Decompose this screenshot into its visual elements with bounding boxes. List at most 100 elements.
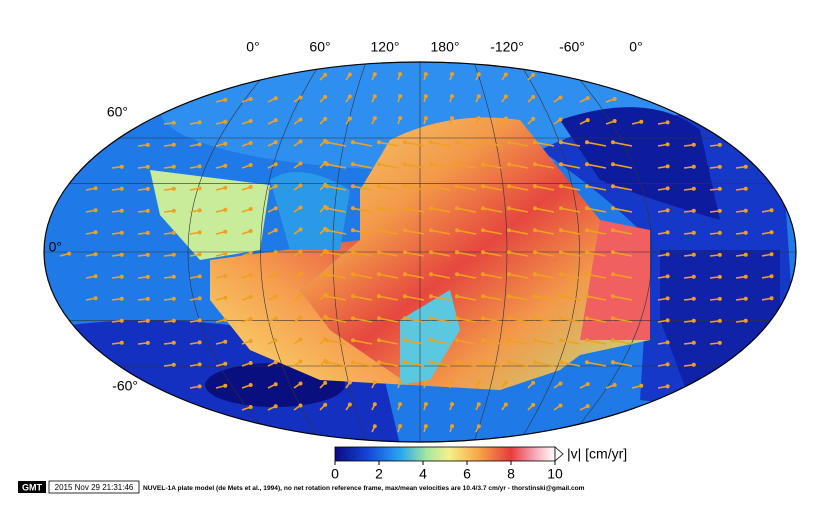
arrow-head <box>93 230 98 235</box>
arrow-head <box>298 117 303 122</box>
arrow-head <box>476 380 481 385</box>
arrow-head <box>350 140 355 145</box>
arrow-head <box>506 184 511 189</box>
arrow <box>482 339 503 345</box>
arrow-head <box>398 116 403 121</box>
arrow <box>456 295 477 301</box>
arrow <box>430 141 451 147</box>
arrow-head <box>197 120 202 125</box>
arrow <box>560 185 581 191</box>
arrow-head <box>171 296 176 301</box>
arrow-head <box>532 162 537 167</box>
arrow-head <box>454 228 459 233</box>
arrow-head <box>145 208 150 213</box>
arrow-head <box>93 274 98 279</box>
arrow <box>612 339 633 345</box>
gmt-logo <box>18 481 46 493</box>
arrow-head <box>665 164 670 169</box>
arrow-head <box>585 404 590 409</box>
arrow-head <box>454 316 459 321</box>
arrow-head <box>428 184 433 189</box>
arrow-head <box>665 296 670 301</box>
arrow <box>534 207 555 213</box>
arrow-head <box>223 273 228 278</box>
arrow-head <box>531 116 536 121</box>
arrow-head <box>145 252 150 257</box>
arrow-head <box>248 295 253 300</box>
arrow-head <box>223 141 228 146</box>
arrow-head <box>350 228 355 233</box>
arrow-head <box>743 274 748 279</box>
arrow <box>430 361 451 367</box>
arrow-head <box>612 96 617 101</box>
arrow-head <box>585 96 590 101</box>
arrow <box>508 141 529 147</box>
arrow-head <box>558 250 563 255</box>
arrow-head <box>506 338 511 343</box>
arrow-head <box>691 362 696 367</box>
arrow-head <box>743 318 748 323</box>
arrow-head <box>454 250 459 255</box>
arrow-head <box>480 184 485 189</box>
arrow-head <box>350 162 355 167</box>
arrow-head <box>119 318 124 323</box>
arrow-head <box>717 208 722 213</box>
arrow <box>534 163 555 169</box>
arrow-head <box>223 339 228 344</box>
arrow <box>560 273 581 279</box>
arrow-head <box>93 252 98 257</box>
arrow-head <box>223 229 228 234</box>
arrow <box>456 229 477 235</box>
arrow <box>508 339 529 345</box>
arrow <box>612 317 633 323</box>
arrow-head <box>324 272 329 277</box>
arrow-head <box>428 162 433 167</box>
arrow-head <box>423 72 428 77</box>
arrow-head <box>585 118 590 123</box>
lon-label: 0° <box>629 39 642 55</box>
arrow-head <box>197 142 202 147</box>
arrow <box>534 251 555 257</box>
arrow-head <box>769 252 774 257</box>
arrow-head <box>558 162 563 167</box>
arrow-head <box>273 228 278 233</box>
arrow-head <box>584 140 589 145</box>
arrow-head <box>532 228 537 233</box>
arrow-head <box>691 230 696 235</box>
arrow-head <box>298 227 303 232</box>
arrow-head <box>506 162 511 167</box>
arrow-head <box>428 316 433 321</box>
arrow-head <box>691 164 696 169</box>
arrow-head <box>691 340 696 345</box>
arrow <box>456 163 477 169</box>
arrow-head <box>532 250 537 255</box>
arrow-head <box>402 228 407 233</box>
arrow <box>508 229 529 235</box>
lat-label: 60° <box>107 104 128 120</box>
arrow-head <box>323 380 328 385</box>
arrow-head <box>347 94 352 99</box>
arrow <box>352 251 373 257</box>
arrow-head <box>171 252 176 257</box>
arrow-head <box>691 252 696 257</box>
arrow <box>508 251 529 257</box>
arrow-head <box>450 424 455 429</box>
arrow-head <box>506 294 511 299</box>
arrow-head <box>558 140 563 145</box>
arrow-head <box>248 405 253 410</box>
arrow <box>482 141 503 147</box>
arrow <box>586 273 607 279</box>
arrow <box>404 339 425 345</box>
arrow <box>534 273 555 279</box>
arrow <box>430 339 451 345</box>
arrow-head <box>171 230 176 235</box>
arrow-head <box>402 140 407 145</box>
arrow-head <box>323 116 328 121</box>
arrow-head <box>223 361 228 366</box>
arrow-head <box>376 228 381 233</box>
nazca-sliver <box>400 290 460 385</box>
arrow-head <box>476 402 481 407</box>
arrow-head <box>454 360 459 365</box>
arrow-head <box>324 206 329 211</box>
arrow-head <box>665 362 670 367</box>
